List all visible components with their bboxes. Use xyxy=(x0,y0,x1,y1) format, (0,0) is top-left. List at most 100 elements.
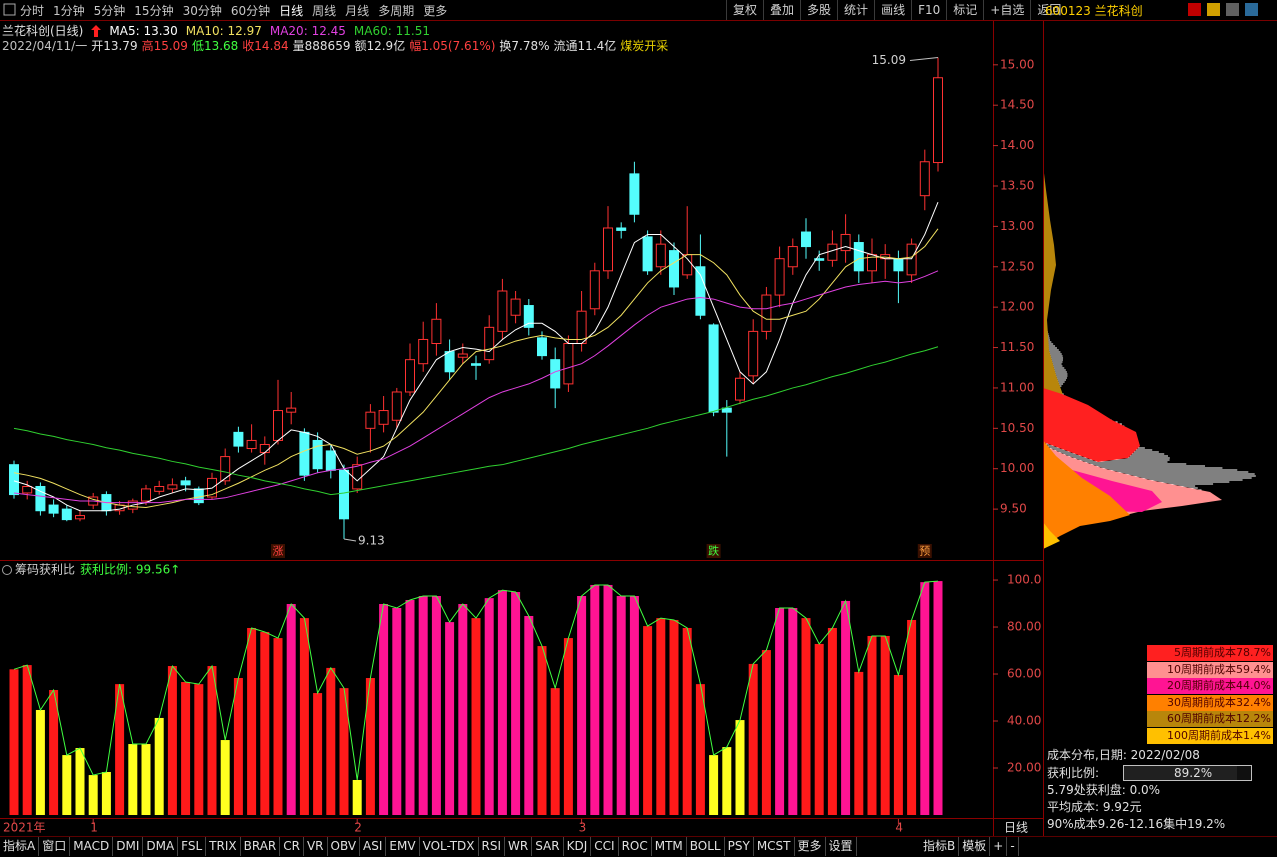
candle-body xyxy=(933,77,943,164)
bar xyxy=(524,615,534,815)
period-tab[interactable]: 15分钟 xyxy=(134,3,174,18)
bar xyxy=(339,688,349,815)
period-tab[interactable]: 60分钟 xyxy=(230,3,271,18)
candle-body xyxy=(444,351,455,373)
indicator-tab[interactable]: MCST xyxy=(754,837,795,856)
signal-box xyxy=(271,544,285,558)
period-tab[interactable]: 分时 xyxy=(20,3,45,18)
candle-body xyxy=(919,161,930,197)
indicator-tab[interactable]: 窗口 xyxy=(39,837,71,856)
bar xyxy=(841,600,851,815)
indicator-tab[interactable]: 模板 xyxy=(959,837,991,856)
bar xyxy=(220,740,230,815)
x-tick-label: 1 xyxy=(90,821,98,835)
indicator-tab[interactable]: ROC xyxy=(619,837,652,856)
quote-field: 低13.68 xyxy=(191,39,239,53)
candle-body xyxy=(853,242,864,272)
indicator-tab[interactable]: ASI xyxy=(360,837,387,856)
quote-field: 2022/04/11/一 xyxy=(2,39,88,53)
indicator-tab[interactable]: WR xyxy=(505,837,533,856)
bar xyxy=(933,581,943,815)
indicator-tab[interactable]: KDJ xyxy=(564,837,592,856)
tool-button[interactable]: 多股 xyxy=(800,0,837,20)
indicator-tab[interactable]: DMA xyxy=(143,837,179,856)
tool-buttons: 复权 叠加 多股 统计 画线 F10 标记 +自选 返回 xyxy=(726,0,1067,20)
indicator-tab[interactable]: CR xyxy=(280,837,304,856)
period-tab[interactable]: 5分钟 xyxy=(93,3,126,18)
indicator-tab[interactable]: - xyxy=(1007,837,1019,856)
indicator-tab[interactable]: 设置 xyxy=(826,837,857,856)
icon[interactable] xyxy=(1226,3,1239,16)
tool-button[interactable]: 返回 xyxy=(1030,0,1067,20)
period-tab[interactable]: 更多 xyxy=(423,3,448,18)
cost-distribution xyxy=(1043,165,1256,549)
icon[interactable] xyxy=(1207,3,1220,16)
indicator-tab[interactable]: VOL-TDX xyxy=(420,837,479,856)
indicator-tab[interactable]: MTM xyxy=(652,837,687,856)
tool-button[interactable]: 画线 xyxy=(874,0,911,20)
indicator-tab[interactable]: VR xyxy=(304,837,328,856)
candle-body xyxy=(167,484,178,490)
indicator-tab[interactable]: PSY xyxy=(725,837,754,856)
indicator-tab[interactable]: MACD xyxy=(70,837,114,856)
bar xyxy=(827,627,837,815)
indicator-tab[interactable]: RSI xyxy=(479,837,506,856)
period-tab[interactable]: 日线 xyxy=(279,3,304,18)
signal-box xyxy=(917,544,932,558)
candle-body xyxy=(259,443,270,454)
tool-button[interactable]: 叠加 xyxy=(763,0,800,20)
tool-button[interactable]: 标记 xyxy=(946,0,983,20)
indicator-tab[interactable]: 指标A xyxy=(0,837,40,856)
indicator-tab[interactable]: 更多 xyxy=(795,837,826,856)
indicator-tab[interactable]: DMI xyxy=(113,837,144,856)
bar xyxy=(893,674,903,815)
indicator-tab[interactable]: OBV xyxy=(328,837,361,856)
indicator-tab[interactable]: BRAR xyxy=(241,837,281,856)
bar xyxy=(273,638,283,815)
icon[interactable] xyxy=(1245,3,1258,16)
indicator-tab[interactable]: 指标B xyxy=(920,837,960,856)
tool-button[interactable]: F10 xyxy=(911,0,946,20)
candle-body xyxy=(352,464,363,490)
toolbar: 分时 1分钟 5分钟 15分钟 30分钟 60分钟 日线 周线 月线 多周期 更多 复权 叠加 多股 统计… xyxy=(0,0,1277,21)
indicator-tabs: 指标A 窗口 MACD DMI DMA FSL TRIX BRAR CR VR OBV ASI EMV V… xyxy=(0,836,1277,857)
candle-body xyxy=(9,464,19,496)
tool-button[interactable]: 统计 xyxy=(837,0,874,20)
ma-line xyxy=(13,201,939,512)
bar xyxy=(563,638,573,815)
candle-body xyxy=(669,250,679,288)
indicator-tab[interactable]: BOLL xyxy=(687,837,725,856)
indicator-tab[interactable]: CCI xyxy=(591,837,619,856)
indicator-tab[interactable]: TRIX xyxy=(206,837,241,856)
candle-body xyxy=(893,258,904,272)
indicator-tab[interactable]: EMV xyxy=(386,837,420,856)
indicator-tab[interactable]: FSL xyxy=(178,837,207,856)
candle-body xyxy=(286,407,297,413)
indicator-tab[interactable]: SAR xyxy=(532,837,564,856)
bar xyxy=(167,666,177,815)
tool-button[interactable]: 复权 xyxy=(726,0,763,20)
candle-body xyxy=(563,343,574,385)
period-tab[interactable]: 周线 xyxy=(312,3,337,18)
cost-layer-60 xyxy=(1043,165,1063,400)
ma-value: 12.97 xyxy=(227,23,262,38)
bar xyxy=(101,772,111,815)
candle-body xyxy=(721,407,732,413)
period-tab[interactable]: 30分钟 xyxy=(182,3,222,18)
tool-button[interactable]: +自选 xyxy=(983,0,1030,20)
bar xyxy=(629,596,639,815)
bar xyxy=(194,684,204,815)
icon[interactable] xyxy=(1188,3,1201,16)
ma-legend: 兰花科创(日线) MA5: 13.30 MA10: 12.97 MA20: 12.45… xyxy=(2,22,430,39)
period-tab[interactable]: 1分钟 xyxy=(53,3,85,18)
candle-body xyxy=(735,377,745,401)
bar xyxy=(286,604,296,815)
candle-body xyxy=(589,270,600,310)
indicator-tab[interactable]: + xyxy=(990,837,1008,856)
period-tab[interactable]: 月线 xyxy=(345,3,370,18)
y-tick-label: 10.00 xyxy=(1000,461,1034,475)
period-tab[interactable]: 多周期 xyxy=(378,3,415,18)
bar xyxy=(471,618,481,815)
